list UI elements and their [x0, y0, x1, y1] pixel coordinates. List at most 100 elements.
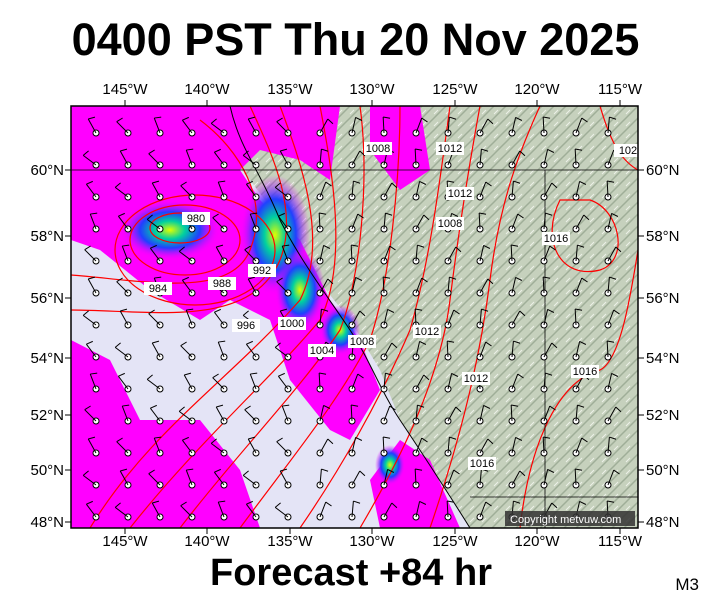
wind-barb	[412, 117, 428, 137]
wind-barb	[244, 405, 260, 425]
wind-barb	[244, 245, 260, 265]
wind-barb	[412, 404, 425, 425]
lat-label: 56°N	[646, 290, 680, 307]
wind-barb	[380, 502, 398, 521]
wind-barb	[444, 406, 462, 425]
wind-barb	[242, 150, 260, 169]
wind-barb	[348, 213, 364, 233]
lon-label: 135°W	[267, 533, 313, 550]
wind-barb	[412, 500, 427, 521]
isobar-value: 984	[149, 283, 167, 295]
wind-barb	[380, 468, 395, 489]
wind-barb	[245, 500, 260, 521]
wind-barb	[476, 308, 489, 329]
lat-label: 50°N	[646, 462, 680, 479]
lat-label: 50°N	[30, 462, 64, 479]
wind-barb	[572, 117, 588, 137]
wind-barb	[380, 405, 396, 425]
wind-barb	[316, 181, 332, 201]
lat-label: 56°N	[30, 290, 64, 307]
lon-label: 120°W	[514, 533, 560, 550]
wind-barb	[476, 404, 491, 425]
wind-barb	[217, 500, 228, 521]
wind-barb	[245, 340, 260, 361]
wind-barb	[540, 276, 551, 297]
wind-barb	[604, 246, 622, 265]
isobar-label: 1012	[462, 372, 490, 385]
wind-barb	[412, 374, 430, 393]
wind-barb	[153, 436, 164, 457]
wind-barb	[412, 468, 423, 489]
wind-barb	[348, 116, 363, 137]
isobar-value: 1012	[438, 143, 462, 155]
wind-barb	[540, 308, 555, 329]
wind-barb	[476, 278, 494, 297]
lat-label: 48°N	[646, 514, 680, 531]
wind-barb	[183, 372, 196, 393]
isobar-value: 1016	[573, 366, 597, 378]
wind-barb	[540, 436, 551, 457]
isobar-value: 1008	[366, 143, 390, 155]
wind-barb	[348, 180, 361, 201]
wind-barb	[114, 182, 132, 201]
wind-barb	[249, 212, 260, 233]
wind-barb	[279, 468, 292, 489]
wind-barb	[508, 116, 523, 137]
wind-barb	[185, 468, 196, 489]
wind-barb	[572, 437, 588, 457]
isobar-label: 988	[208, 277, 236, 290]
lon-label: 125°W	[432, 81, 478, 98]
axes: 145°W 145°W 140°W 140°W 135°W 135°W 130°W 130°W…	[30, 81, 679, 550]
wind-barb	[316, 468, 329, 489]
wind-barb	[185, 148, 196, 169]
isobar-label: 1008	[348, 335, 376, 348]
wind-barb	[412, 244, 425, 265]
wind-barb	[89, 372, 100, 393]
wind-barb	[114, 502, 132, 521]
isobar-label: 992	[248, 264, 276, 277]
wind-barb	[604, 372, 619, 393]
wind-barb	[476, 501, 492, 521]
wind-barb	[82, 470, 100, 489]
wind-barb	[117, 212, 132, 233]
lat-label: 54°N	[30, 350, 64, 367]
wind-barb	[178, 246, 196, 265]
wind-barb	[412, 180, 427, 201]
wind-barb	[348, 244, 359, 265]
wind-barb	[540, 372, 553, 393]
wind-barb	[476, 341, 492, 361]
wind-barb	[604, 309, 620, 329]
wind-barb	[476, 438, 494, 457]
wind-barb	[508, 180, 521, 201]
wind-barb	[380, 148, 395, 169]
isobar-value: 102	[619, 145, 637, 157]
wind-barb	[476, 212, 487, 233]
lon-label: 130°W	[349, 81, 395, 98]
isobar-value: 1008	[350, 336, 374, 348]
land	[225, 106, 638, 528]
wind-barb	[572, 214, 590, 233]
wind-barb	[380, 372, 393, 393]
wind-barb	[277, 372, 292, 393]
wind-barb	[540, 182, 558, 201]
wind-barb	[604, 276, 617, 297]
isobar-label: 1012	[446, 187, 474, 200]
wind-barb	[444, 340, 455, 361]
wind-barb	[412, 148, 423, 169]
lon-label: 125°W	[432, 533, 478, 550]
isobar-value: 1012	[464, 373, 488, 385]
wind-barb	[508, 340, 521, 361]
wind-barb	[540, 148, 555, 169]
isobar-label: 1016	[571, 365, 599, 378]
wind-barb	[281, 244, 292, 265]
wind-barb	[508, 310, 526, 329]
wind-barb	[540, 468, 555, 489]
wind-barb	[316, 212, 327, 233]
wind-barb	[247, 116, 260, 137]
wind-barb	[444, 246, 462, 265]
wind-barb	[274, 502, 292, 521]
wind-barb	[146, 374, 164, 393]
lon-label: 120°W	[514, 81, 560, 98]
wind-barb	[213, 468, 228, 489]
